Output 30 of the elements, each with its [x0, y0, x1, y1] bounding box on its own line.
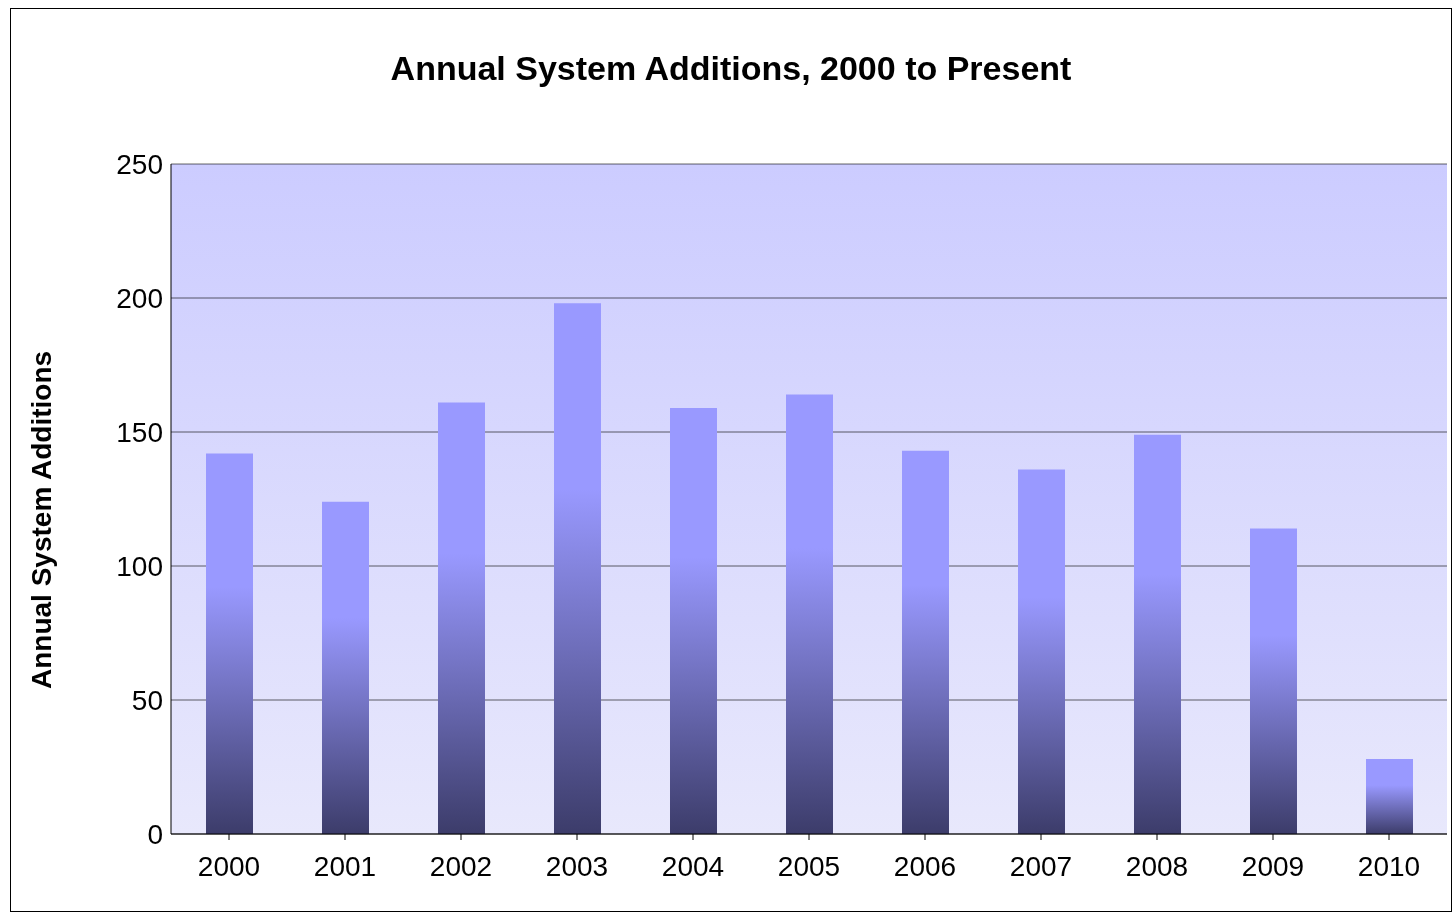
y-axis-title: Annual System Additions: [25, 350, 57, 689]
x-tick-label: 2010: [1357, 850, 1421, 882]
x-tick-label: 2005: [777, 850, 841, 882]
y-tick-label: 200: [116, 282, 163, 314]
bar: [786, 394, 833, 834]
bar: [206, 453, 253, 834]
x-tick-label: 2000: [197, 850, 261, 882]
x-tick-label: 2006: [893, 850, 957, 882]
x-tick-label: 2001: [313, 850, 377, 882]
x-tick-label: 2008: [1125, 850, 1189, 882]
x-tick-label: 2004: [661, 850, 725, 882]
bar: [1134, 434, 1181, 834]
bar: [438, 402, 485, 834]
x-tick-label: 2003: [545, 850, 609, 882]
y-tick-label: 100: [116, 550, 163, 582]
bar: [1018, 469, 1065, 834]
y-tick-label: 50: [131, 684, 163, 716]
y-tick-label: 150: [116, 416, 163, 448]
chart-title: Annual System Additions, 2000 to Present: [389, 49, 1073, 88]
y-tick-label: 250: [116, 148, 163, 180]
y-tick-label: 0: [147, 818, 163, 850]
x-tick-label: 2009: [1241, 850, 1305, 882]
bar: [670, 407, 717, 834]
x-tick-label: 2002: [429, 850, 493, 882]
bar: [1366, 758, 1413, 834]
bar: [554, 303, 601, 834]
bar: [322, 501, 369, 834]
bar: [1250, 528, 1297, 834]
bar: [902, 450, 949, 834]
x-tick-label: 2007: [1009, 850, 1073, 882]
